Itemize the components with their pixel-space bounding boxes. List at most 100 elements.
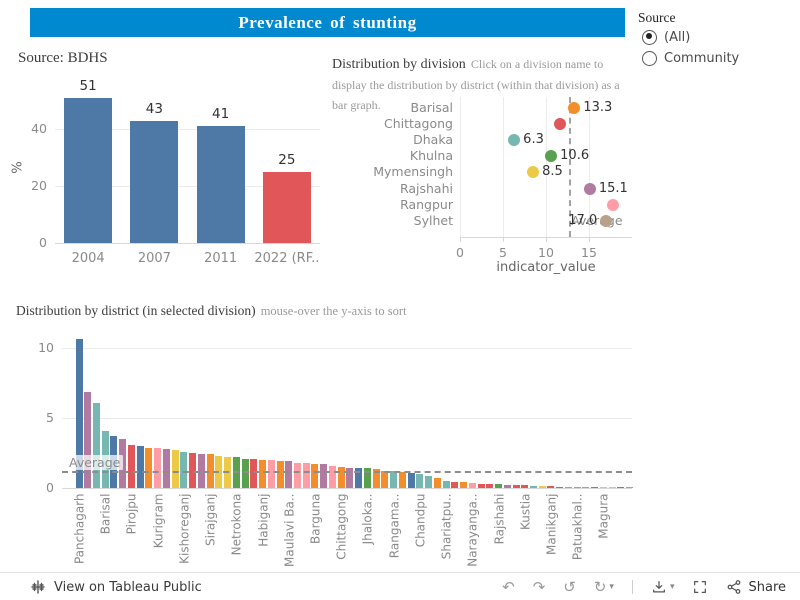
district-bar[interactable] [495,483,503,488]
division-label[interactable]: Sylhet [413,212,453,228]
district-axis-label[interactable]: Chittagong [334,493,349,560]
district-bar[interactable] [582,486,590,488]
source-option-all[interactable]: (All) [642,28,690,46]
district-bar[interactable] [171,450,179,488]
undo-button[interactable]: ↶ [502,579,515,595]
district-bar[interactable] [127,444,135,488]
district-bar[interactable] [477,483,485,488]
share-button[interactable]: Share [726,579,786,595]
division-label[interactable]: Mymensingh [373,164,453,180]
district-axis-label[interactable]: Chandpu [413,493,428,548]
district-bar[interactable] [442,481,450,488]
district-axis-label[interactable]: Kurigram [151,493,166,549]
district-bar[interactable] [451,481,459,488]
district-bar[interactable] [346,467,354,488]
radio-selected-icon[interactable] [642,29,657,45]
district-bar[interactable] [189,453,197,488]
district-axis-label[interactable]: Rangama.. [387,493,402,559]
division-label[interactable]: Rangpur [400,196,453,212]
district-bar[interactable] [372,469,380,488]
fullscreen-button[interactable] [692,579,708,595]
district-axis-label[interactable]: Manikganj [544,493,559,556]
district-bar[interactable] [381,471,389,488]
district-bar[interactable] [529,485,537,488]
scatter-dot[interactable] [600,214,613,227]
district-bar[interactable] [390,471,398,488]
scatter-dot[interactable] [607,198,620,211]
trend-bar[interactable] [262,171,311,243]
division-label[interactable]: Khulna [409,148,453,164]
district-bar[interactable] [538,485,546,488]
district-bar[interactable] [84,391,92,488]
scatter-dot[interactable] [527,166,540,179]
district-axis-label[interactable]: Habiganj [256,493,271,547]
district-bar[interactable] [416,474,424,488]
district-bar[interactable] [250,458,258,488]
district-bar[interactable] [468,483,476,488]
district-bar[interactable] [154,447,162,488]
district-axis-label[interactable]: Narayanga.. [465,493,480,567]
district-bar[interactable] [460,482,468,488]
district-axis-label[interactable]: Patuakhal.. [570,493,585,561]
district-bar[interactable] [320,464,328,488]
district-bar[interactable] [425,476,433,488]
district-bar[interactable] [241,458,249,488]
redo-button[interactable]: ↷ [533,579,546,595]
district-bar[interactable] [92,402,100,488]
refresh-button[interactable]: ↻ ▾ [594,579,614,595]
district-axis-label[interactable]: Pirojpu [124,493,139,535]
district-bar[interactable] [285,461,293,488]
district-bar[interactable] [276,461,284,488]
district-bar[interactable] [363,468,371,488]
district-bar[interactable] [512,485,520,488]
scatter-dot[interactable] [553,118,566,131]
district-bar[interactable] [337,467,345,488]
scatter-dot[interactable] [568,102,581,114]
district-bar[interactable] [398,471,406,488]
district-bar[interactable] [617,487,625,488]
district-bar[interactable] [294,462,301,488]
division-label[interactable]: Dhaka [413,132,453,148]
district-axis-label[interactable]: Barisal [98,493,113,535]
district-bar[interactable] [311,464,319,488]
district-bar[interactable] [486,483,494,488]
district-axis-label[interactable]: Sirajganj [203,493,218,546]
district-bar[interactable] [503,484,511,488]
district-bar[interactable] [136,446,144,488]
revert-button[interactable]: ↺ [563,579,576,595]
district-bar[interactable] [75,338,83,488]
district-bar[interactable] [433,477,441,488]
source-option-community[interactable]: Community [642,49,739,67]
district-bar[interactable] [626,487,634,488]
division-label[interactable]: Chittagong [383,116,453,132]
district-axis-label[interactable]: Netrokona [229,493,244,556]
district-bar[interactable] [564,486,572,488]
district-bar[interactable] [259,460,267,488]
district-bar[interactable] [599,487,607,488]
trend-bar[interactable] [196,126,245,243]
radio-unselected-icon[interactable] [642,50,657,66]
district-bar[interactable] [302,462,310,488]
district-bar[interactable] [267,460,275,488]
scatter-dot[interactable] [583,182,596,195]
district-axis-label[interactable]: Shariatpu.. [439,493,454,560]
district-axis-label[interactable]: Panchagarh [72,493,87,565]
district-bar[interactable] [407,472,415,488]
division-label[interactable]: Rajshahi [399,180,453,196]
download-button[interactable]: ▾ [651,579,674,595]
district-bar[interactable] [162,448,170,488]
division-label[interactable]: Barisal [410,100,454,115]
district-bar[interactable] [573,486,581,488]
district-bar[interactable] [556,486,564,488]
scatter-dot[interactable] [508,134,521,147]
district-bar[interactable] [355,468,363,488]
trend-bar[interactable] [64,97,112,243]
district-axis-label[interactable]: Jhaloka.. [360,493,375,545]
district-axis-label[interactable]: Kishoreganj [177,493,192,564]
district-bar[interactable] [328,465,336,488]
district-bar[interactable] [608,487,616,488]
district-axis-label[interactable]: Rajshahi [492,493,507,545]
district-axis-label[interactable]: Kustia [518,493,533,531]
trend-bar[interactable] [130,120,179,243]
district-bar[interactable] [180,451,188,488]
